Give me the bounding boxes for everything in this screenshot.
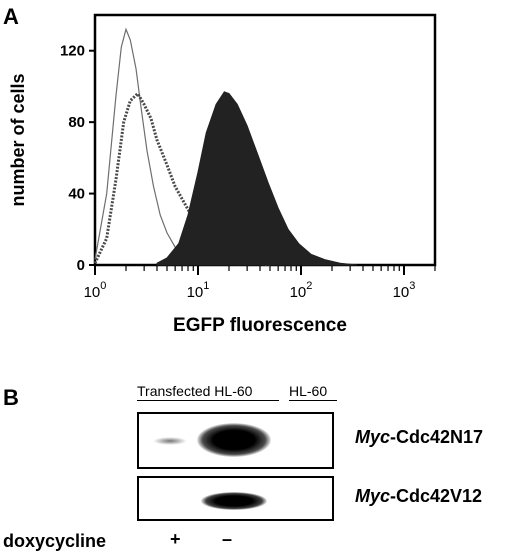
doxycycline-minus: – xyxy=(222,529,233,549)
y-tick-label: 80 xyxy=(68,114,85,131)
x-tick-label: 102 xyxy=(290,280,313,301)
band-strong-minus-v12 xyxy=(201,492,267,510)
x-tick-label: 101 xyxy=(187,280,210,301)
panel-a-letter: A xyxy=(3,4,19,29)
y-tick-label: 0 xyxy=(77,257,85,274)
x-tick-label: 100 xyxy=(84,280,107,301)
panel-b-letter: B xyxy=(3,385,19,410)
y-tick-label: 120 xyxy=(60,43,85,60)
doxycycline-label: doxycycline xyxy=(3,531,107,551)
y-tick-label: 40 xyxy=(68,186,85,203)
band-strong-minus xyxy=(197,423,271,457)
label-cdc42v12: Myc-Cdc42V12 xyxy=(355,486,483,506)
doxycycline-plus: + xyxy=(170,529,181,549)
blot-cdc42v12 xyxy=(137,476,334,521)
y-axis-label: number of cells xyxy=(8,73,28,206)
blot-cdc42n17 xyxy=(137,412,334,469)
band-faint-plus xyxy=(153,437,187,445)
x-axis-label: EGFP fluorescence xyxy=(173,315,347,336)
header-transfected-hl60: Transfected HL-60 xyxy=(137,383,279,401)
histogram-filled-series xyxy=(156,91,358,266)
header-hl60: HL-60 xyxy=(289,383,337,401)
x-tick-label: 103 xyxy=(393,280,416,301)
panel-a-histogram: 0 40 80 120 100 101 102 103 EGFP fluorescence num… xyxy=(8,13,437,336)
label-cdc42n17: Myc-Cdc42N17 xyxy=(355,427,484,447)
